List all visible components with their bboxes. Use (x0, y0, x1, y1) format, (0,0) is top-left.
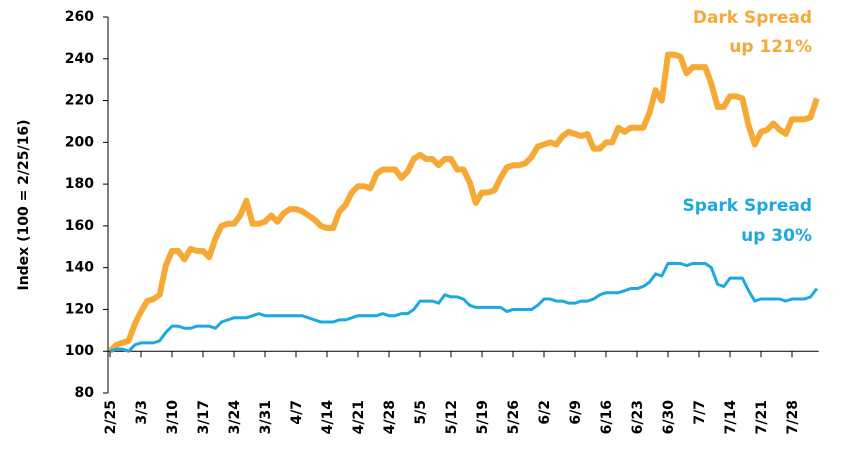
x-tick-label: 6/23 (630, 400, 646, 434)
series-annotation: up 121% (729, 37, 812, 57)
x-tick-label: 3/10 (165, 400, 181, 435)
series-name: Spark Spread (683, 196, 812, 216)
x-tick-label: 4/14 (320, 400, 336, 435)
y-tick-label: 220 (65, 93, 94, 109)
x-tick-label: 6/16 (599, 400, 615, 434)
y-tick-label: 160 (65, 218, 94, 234)
y-axis-label: Index (100 = 2/25/16) (16, 119, 32, 290)
y-tick-label: 80 (75, 385, 95, 401)
x-tick-label: 3/17 (196, 400, 212, 434)
x-tick-label: 5/26 (506, 400, 522, 434)
x-tick-label: 5/5 (413, 400, 429, 425)
x-tick-label: 5/12 (444, 400, 460, 434)
x-tick-label: 6/9 (568, 400, 584, 425)
y-tick-label: 240 (65, 51, 94, 67)
x-tick-label: 7/21 (754, 400, 770, 434)
y-tick-label: 200 (65, 134, 94, 150)
x-tick-label: 4/21 (351, 400, 367, 434)
x-tick-label: 3/24 (227, 400, 243, 435)
x-tick-label: 6/30 (661, 400, 677, 435)
x-tick-label: 3/3 (134, 400, 150, 425)
x-tick-label: 4/28 (382, 400, 398, 434)
series-annotation: up 30% (741, 226, 812, 246)
x-tick-label: 5/19 (475, 400, 491, 434)
y-tick-label: 120 (65, 301, 94, 317)
y-tick-label: 260 (65, 9, 94, 25)
x-tick-label: 3/31 (258, 400, 274, 434)
x-tick-label: 7/14 (723, 400, 739, 435)
x-tick-label: 7/7 (692, 400, 708, 425)
series-line (109, 261, 819, 353)
series-line (107, 51, 820, 354)
series-name: Dark Spread (693, 8, 812, 28)
x-tick-label: 4/7 (289, 400, 305, 425)
x-tick-label: 2/25 (103, 400, 119, 434)
y-tick-label: 180 (65, 176, 94, 192)
y-tick-label: 140 (65, 260, 94, 276)
x-tick-label: 6/2 (537, 400, 553, 425)
x-tick-label: 7/28 (785, 400, 801, 434)
y-tick-label: 100 (65, 343, 94, 359)
